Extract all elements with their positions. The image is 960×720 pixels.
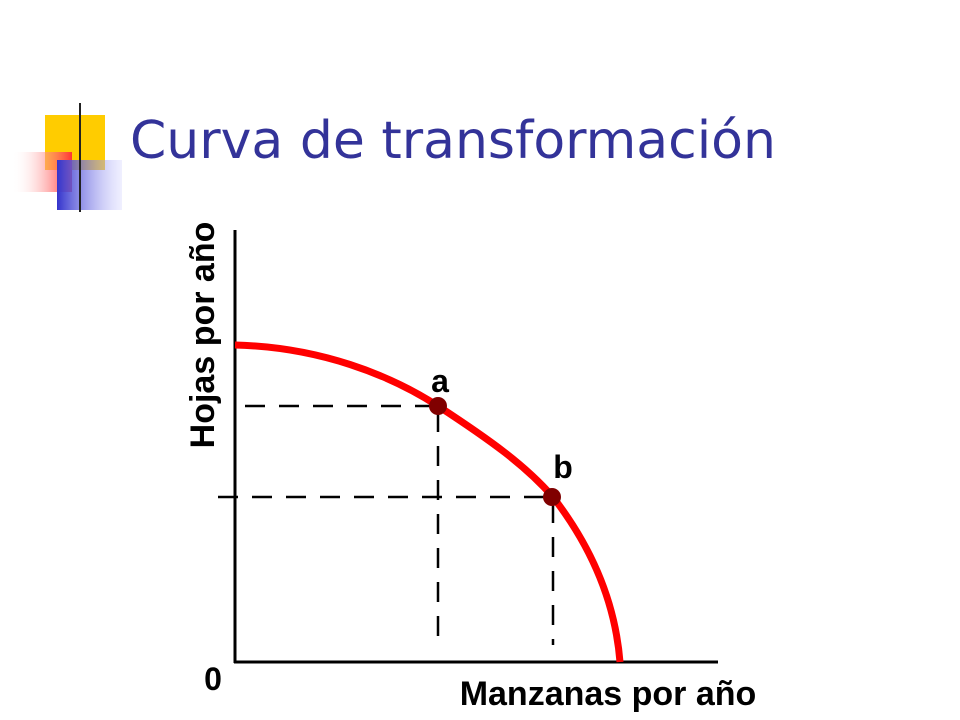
slide-title: Curva de transformación (130, 111, 776, 171)
y-axis-label: Hojas por año (184, 222, 222, 449)
point-label: a (431, 363, 449, 399)
title-decoration (12, 103, 860, 212)
point-label: b (553, 449, 573, 485)
point-b (543, 488, 561, 506)
transformation-curve (234, 341, 624, 663)
diagram: a b 0 Manzanas por año Hojas por año (184, 222, 756, 713)
point-a (429, 397, 447, 415)
guide-lines (218, 404, 555, 645)
x-axis-label: Manzanas por año (460, 675, 757, 713)
origin-label: 0 (204, 661, 222, 697)
